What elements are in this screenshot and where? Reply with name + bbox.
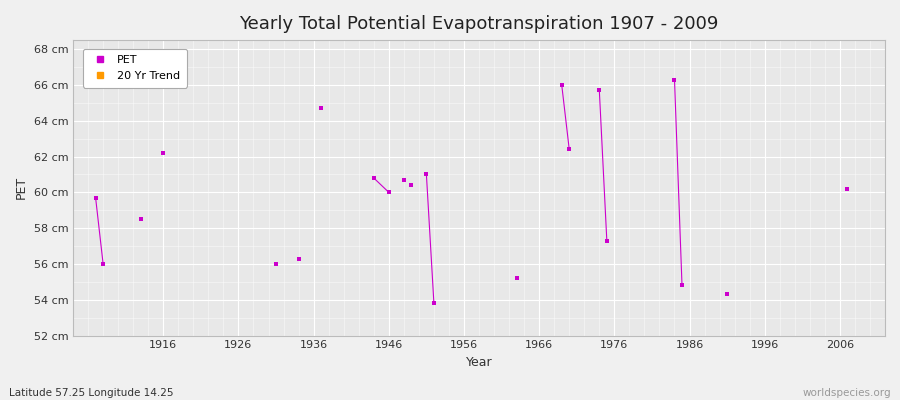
Text: worldspecies.org: worldspecies.org [803,388,891,398]
Point [314,105,328,111]
Point [599,238,614,244]
Point [382,189,396,196]
Point [419,171,434,178]
Title: Yearly Total Potential Evapotranspiration 1907 - 2009: Yearly Total Potential Evapotranspiratio… [239,15,719,33]
Point [156,150,170,156]
X-axis label: Year: Year [465,356,492,369]
Legend: PET, 20 Yr Trend: PET, 20 Yr Trend [83,49,187,88]
Point [292,255,306,262]
Point [404,182,419,188]
Text: Latitude 57.25 Longitude 14.25: Latitude 57.25 Longitude 14.25 [9,388,174,398]
Point [366,175,381,181]
Point [96,261,111,267]
Point [427,300,441,306]
Point [509,275,524,282]
Point [88,194,103,201]
Point [675,282,689,289]
Point [562,146,576,152]
Y-axis label: PET: PET [15,176,28,200]
Point [667,76,681,83]
Point [397,176,411,183]
Point [720,291,734,298]
Point [133,216,148,222]
Point [269,261,284,267]
Point [841,186,855,192]
Point [554,82,569,88]
Point [592,87,607,94]
